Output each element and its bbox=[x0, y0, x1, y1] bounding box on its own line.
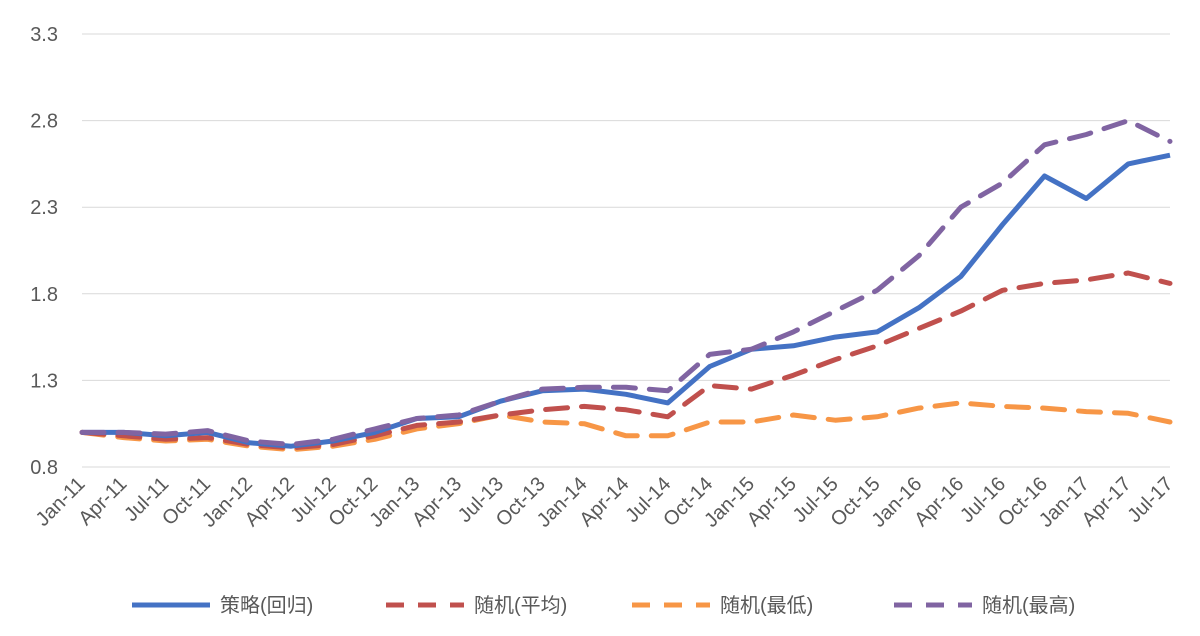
series-line-3 bbox=[79, 118, 1173, 447]
y-tick-label: 3.3 bbox=[30, 24, 58, 46]
y-tick-label: 0.8 bbox=[30, 457, 58, 479]
legend-label-3: 随机(最高) bbox=[982, 594, 1075, 617]
series-line-0 bbox=[82, 152, 1171, 449]
y-tick-label: 2.8 bbox=[30, 111, 58, 133]
legend: 策略(回归) 随机(平均) 随机(最低) 随机(最高) bbox=[132, 594, 1075, 617]
series-line-1 bbox=[79, 270, 1173, 451]
x-axis-ticks: Jan-11Apr-11Jul-11Oct-11Jan-12Apr-12Jul-… bbox=[32, 473, 1178, 532]
y-axis-ticks: 0.8 1.3 1.8 2.3 2.8 3.3 bbox=[30, 24, 58, 479]
legend-label-0: 策略(回归) bbox=[220, 594, 313, 617]
legend-label-2: 随机(最低) bbox=[720, 594, 813, 617]
x-tick-label: Apr-11 bbox=[74, 473, 131, 530]
legend-label-1: 随机(平均) bbox=[474, 594, 567, 617]
gridlines bbox=[82, 33, 1170, 468]
series-lines bbox=[79, 118, 1173, 453]
y-tick-label: 1.3 bbox=[30, 370, 58, 392]
y-tick-label: 1.8 bbox=[30, 284, 58, 306]
x-tick-label: Jul-17 bbox=[1123, 473, 1177, 527]
y-tick-label: 2.3 bbox=[30, 197, 58, 219]
